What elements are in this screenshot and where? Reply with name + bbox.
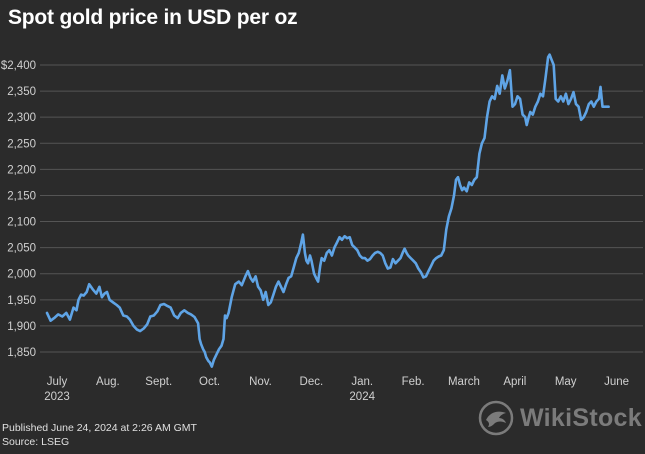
y-tick-label: 2,250 xyxy=(7,138,36,150)
y-axis-labels: 1,850 1,900 1,950 2,000 2,050 2,100 2,150 2,200… xyxy=(1,60,36,359)
source-note: Source: LSEG xyxy=(2,436,70,448)
grid-layer xyxy=(40,64,643,353)
y-tick-label: 2,300 xyxy=(7,112,36,124)
watermark: WikiStock xyxy=(478,398,642,438)
x-tick-label: Feb. xyxy=(402,376,425,388)
x-tick-label: Sept. xyxy=(145,376,172,388)
y-tick-label: 1,900 xyxy=(7,321,36,333)
x-tick-label: Dec. xyxy=(300,376,324,388)
y-tick-label: $2,400 xyxy=(1,60,36,72)
x-tick-label: April xyxy=(503,376,526,388)
chart-title: Spot gold price in USD per oz xyxy=(8,6,298,29)
y-tick-label: 2,050 xyxy=(7,243,36,255)
x-tick-label: Oct. xyxy=(199,376,220,388)
x-tick-label: June xyxy=(604,376,629,388)
y-tick-label: 2,350 xyxy=(7,86,36,98)
y-tick-label: 2,150 xyxy=(7,190,36,202)
series-line-spot-gold xyxy=(45,53,610,368)
x-tick-label: March xyxy=(448,376,480,388)
y-tick-label: 2,000 xyxy=(7,269,36,281)
x-tick-label: Jan. xyxy=(351,376,373,388)
y-tick-label: 2,100 xyxy=(7,217,36,229)
x-tick-label: Aug. xyxy=(96,376,120,388)
x-tick-year-label: 2023 xyxy=(44,391,70,403)
y-tick-label: 2,200 xyxy=(7,164,36,176)
series-layer xyxy=(45,53,610,368)
y-tick-label: 1,850 xyxy=(7,347,36,359)
x-tick-year-label: 2024 xyxy=(349,391,375,403)
y-tick-label: 1,950 xyxy=(7,295,36,307)
published-note: Published June 24, 2024 at 2:26 AM GMT xyxy=(2,422,197,434)
x-axis-labels: July 2023 Aug. Sept. Oct. Nov. Dec. Jan. 2024 Feb… xyxy=(44,376,629,403)
x-tick-label: July xyxy=(47,376,68,388)
x-tick-label: May xyxy=(555,376,577,388)
x-tick-label: Nov. xyxy=(249,376,272,388)
watermark-text: WikiStock xyxy=(520,403,642,432)
eagle-logo-icon xyxy=(478,400,514,436)
